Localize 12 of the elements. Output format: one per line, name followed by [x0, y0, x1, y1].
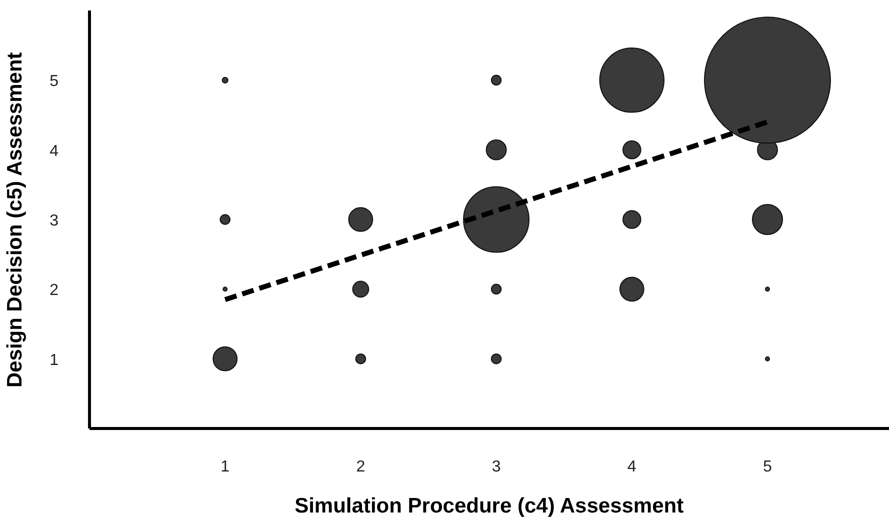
- x-tick-label: 5: [763, 458, 772, 476]
- y-tick-label: 2: [50, 282, 59, 300]
- y-tick-label: 5: [50, 73, 59, 90]
- x-tick-label: 2: [356, 458, 366, 476]
- y-tick-label: 3: [50, 212, 59, 230]
- x-axis-title: Simulation Procedure (c4) Assessment: [294, 494, 684, 518]
- y-tick-label: 1: [50, 352, 59, 369]
- y-tick-label: 4: [50, 142, 59, 160]
- x-tick-label: 4: [627, 458, 636, 476]
- x-tick-label: 3: [492, 458, 501, 476]
- x-tick-label: 1: [220, 458, 230, 476]
- y-axis-title: Design Decision (c5) Assessment: [4, 52, 27, 388]
